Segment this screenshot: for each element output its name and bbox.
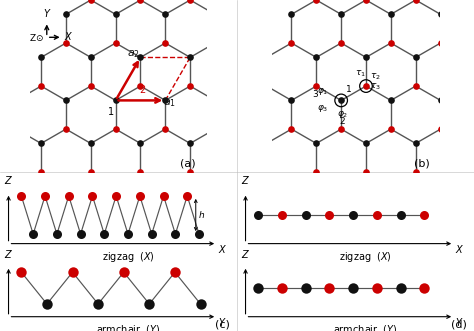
Text: $\tau_1$: $\tau_1$ [356,69,366,79]
Text: (d): (d) [451,320,467,330]
Text: zigzag  $(X)$: zigzag $(X)$ [338,250,392,263]
Text: 2: 2 [139,85,145,95]
Text: X: X [219,245,225,255]
Text: 1: 1 [346,85,352,94]
Text: $\tau_2$: $\tau_2$ [370,71,381,81]
Text: (c): (c) [215,320,230,330]
Text: armchair  $(Y)$: armchair $(Y)$ [96,323,160,331]
Text: (a): (a) [180,158,196,168]
Text: $\varphi_3$: $\varphi_3$ [317,104,328,115]
Text: Z: Z [241,250,248,260]
Text: Y: Y [219,318,225,328]
Text: 1: 1 [108,107,114,117]
Text: 2: 2 [340,117,346,126]
Text: X: X [65,32,72,42]
Text: Y: Y [44,9,50,19]
Text: X: X [456,245,462,255]
Text: $\tau_3$: $\tau_3$ [370,82,381,92]
Text: $a_1$: $a_1$ [163,98,176,109]
Text: $a_2$: $a_2$ [127,48,140,60]
Text: $\varphi_1$: $\varphi_1$ [317,86,328,97]
Text: h: h [199,211,205,219]
Text: zigzag  $(X)$: zigzag $(X)$ [101,250,155,263]
Text: armchair  $(Y)$: armchair $(Y)$ [333,323,397,331]
Text: Z$\odot$: Z$\odot$ [29,32,44,43]
Text: Z: Z [4,250,11,260]
Text: 3: 3 [312,90,318,99]
Text: Z: Z [4,176,11,186]
Text: Y: Y [456,318,462,328]
Text: (b): (b) [414,158,430,168]
Text: Z: Z [241,176,248,186]
Text: $\varphi_2$: $\varphi_2$ [337,109,348,120]
